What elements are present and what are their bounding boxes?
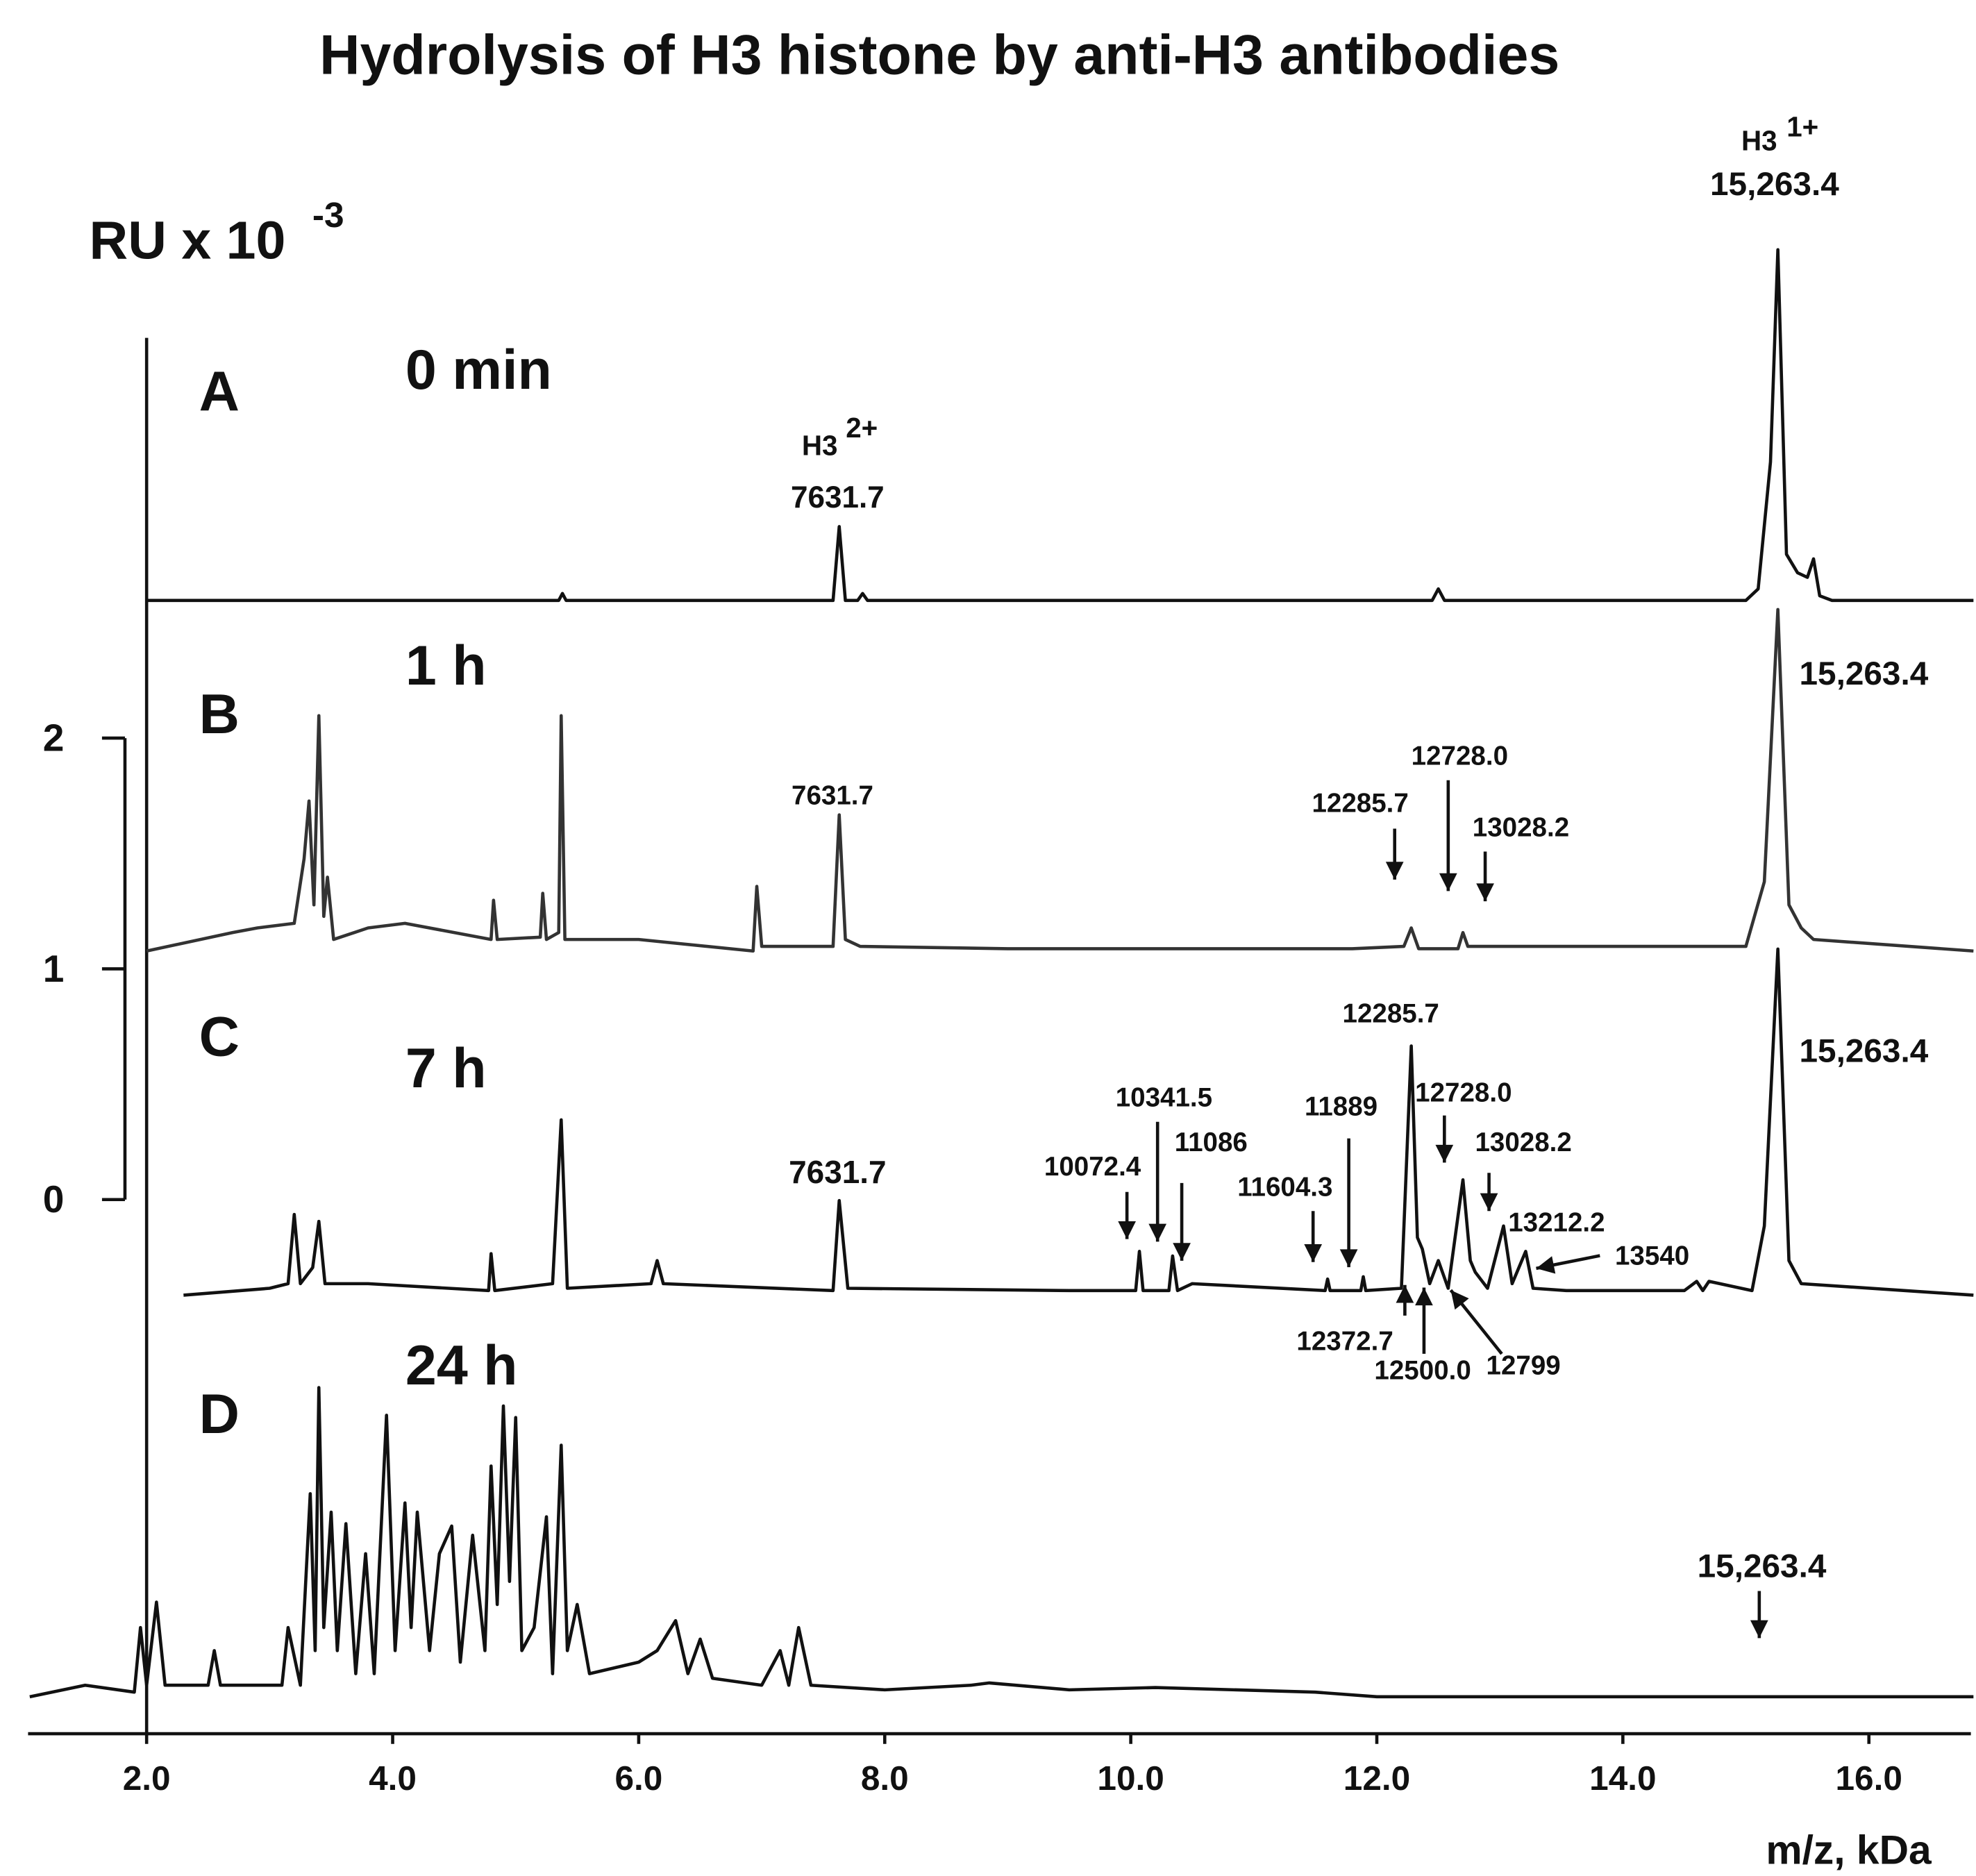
peak-label: H3 (802, 429, 838, 461)
peak-label: 12285.7 (1343, 999, 1439, 1029)
peak-label: 11086 (1175, 1128, 1248, 1157)
peak-label: 13028.2 (1473, 812, 1569, 842)
panel-time: 7 h (405, 1037, 487, 1100)
arrow-head (1476, 883, 1494, 902)
x-tick-label: 8.0 (861, 1759, 909, 1798)
peak-label: 7631.7 (789, 1154, 886, 1190)
arrow-head (1339, 1249, 1358, 1268)
spectrum-line (146, 248, 1974, 603)
spectrum-line (29, 1386, 1974, 1699)
panel-letter: D (199, 1383, 240, 1446)
x-tick-label: 10.0 (1097, 1759, 1164, 1798)
panel-letter: C (199, 1005, 240, 1068)
scale-bar-label: 2 (43, 716, 65, 759)
x-label: m/z, kDa (1766, 1827, 1932, 1873)
scale-bar-label: 1 (43, 947, 65, 990)
arrow-head (1148, 1223, 1167, 1242)
panel-letter: B (199, 683, 240, 746)
arrow-head (1173, 1243, 1191, 1261)
peak-label: 10341.5 (1116, 1083, 1212, 1113)
peak-label: 13212.2 (1508, 1208, 1605, 1238)
peak-label: H3 (1741, 125, 1777, 157)
arrow-head (1396, 1284, 1414, 1303)
x-tick-label: 16.0 (1836, 1759, 1902, 1798)
arrow-head (1385, 862, 1404, 880)
arrow-head (1118, 1221, 1136, 1239)
peak-label: 15,263.4 (1710, 166, 1839, 203)
peak-label: 11889 (1305, 1092, 1378, 1122)
x-tick-label: 14.0 (1589, 1759, 1656, 1798)
panel-letter: A (199, 360, 240, 423)
peak-label: 7631.7 (792, 781, 873, 811)
peak-label: 13540 (1615, 1241, 1689, 1271)
x-tick-label: 6.0 (614, 1759, 662, 1798)
scale-bar-label: 0 (43, 1178, 65, 1221)
spectrum-line (146, 608, 1974, 953)
peak-label: 15,263.4 (1698, 1548, 1827, 1584)
peak-label: 1+ (1786, 110, 1818, 142)
y-label-exponent: -3 (312, 194, 344, 235)
arrow-head (1750, 1620, 1768, 1639)
y-label: RU x 10 (90, 211, 286, 271)
peak-label: 13028.2 (1475, 1128, 1571, 1157)
peak-label: 15,263.4 (1800, 655, 1929, 692)
panel-time: 24 h (405, 1334, 518, 1397)
x-tick-label: 12.0 (1343, 1759, 1410, 1798)
panel-time: 1 h (405, 635, 487, 697)
peak-label: 15,263.4 (1800, 1032, 1929, 1069)
arrow-head (1304, 1244, 1323, 1262)
x-tick-label: 4.0 (369, 1759, 417, 1798)
peak-label: 12799 (1487, 1350, 1561, 1380)
chart-title: Hydrolysis of H3 histone by anti-H3 anti… (319, 24, 1559, 86)
arrow-head (1480, 1193, 1498, 1212)
peak-label: 12728.0 (1415, 1078, 1512, 1107)
peak-label: 12500.0 (1374, 1356, 1471, 1386)
peak-label: 7631.7 (791, 480, 885, 514)
panel-time: 0 min (405, 339, 552, 401)
peak-label: 11604.3 (1237, 1172, 1332, 1202)
peak-label: 10072.4 (1044, 1152, 1141, 1182)
arrow-head (1439, 873, 1457, 891)
arrow-head (1450, 1290, 1469, 1310)
arrow-head (1536, 1256, 1556, 1274)
x-tick-label: 2.0 (123, 1759, 171, 1798)
peak-label: 12285.7 (1312, 789, 1408, 819)
arrow-head (1415, 1287, 1433, 1306)
arrow-head (1435, 1144, 1454, 1163)
peak-label: 12372.7 (1296, 1326, 1393, 1356)
peak-label: 12728.0 (1412, 742, 1508, 771)
peak-label: 2+ (846, 412, 878, 444)
spectrum-line (183, 947, 1974, 1297)
